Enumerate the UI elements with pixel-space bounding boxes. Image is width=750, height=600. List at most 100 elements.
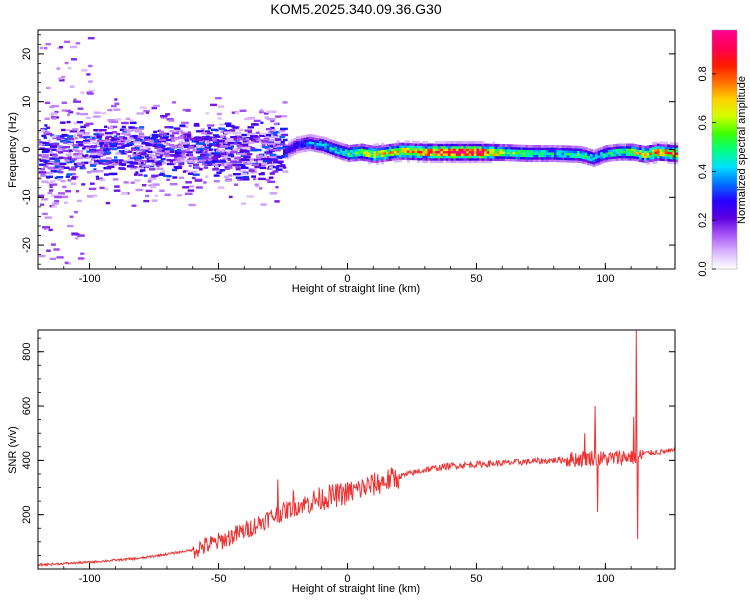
spectrogram-ridge-cell: [332, 140, 336, 143]
spectrogram-ridge-cell: [453, 145, 457, 149]
spectrogram-noise-cell: [102, 149, 108, 152]
spectrogram-noise-cell: [176, 157, 185, 160]
spectrogram-ridge-cell: [411, 157, 416, 161]
colorbar-segment: [712, 185, 737, 188]
spectrogram-ridge-cell: [365, 151, 369, 155]
spectrogram-ridge-cell: [393, 145, 398, 149]
colorbar-segment: [712, 229, 737, 232]
spectrogram-ridge-cell: [561, 154, 565, 158]
spectrogram-noise-cell: [119, 128, 127, 131]
spectrogram-ridge-cell: [543, 154, 547, 158]
spectrogram-ridge-cell: [427, 150, 431, 154]
spectrogram-noise-cell: [45, 43, 51, 46]
spectrogram-ridge-cell: [512, 144, 516, 148]
spectrogram-ridge-cell: [626, 148, 630, 152]
spectrogram-noise-cell: [182, 153, 187, 157]
spectrogram-ridge-cell: [486, 160, 490, 164]
colorbar-segment: [712, 147, 737, 151]
colorbar-segment: [712, 157, 737, 161]
spectrogram-ridge-cell: [339, 152, 343, 155]
spectrogram-noise-cell: [72, 148, 78, 151]
spectrogram-ridge-cell: [646, 159, 650, 163]
spectrogram-ridge-cell: [406, 142, 410, 146]
spectrogram-noise-cell: [93, 168, 97, 171]
spectrogram-ridge-cell: [344, 149, 349, 152]
colorbar-tick-label: 0.8: [697, 66, 709, 81]
spectrogram-ridge-cell: [595, 160, 599, 164]
x-tick-label: 50: [470, 573, 482, 585]
spectrogram-ridge-cell: [662, 143, 666, 147]
spectrogram-noise-cell: [131, 129, 138, 132]
spectrogram-ridge-cell: [350, 149, 354, 153]
spectrogram-noise-cell: [193, 166, 200, 169]
spectrogram-ridge-cell: [610, 151, 614, 155]
spectrogram-noise-cell: [212, 139, 218, 142]
spectrogram-ridge-cell: [543, 147, 547, 151]
spectrogram-ridge-cell: [458, 143, 462, 147]
spectrogram-ridge-cell: [502, 148, 506, 152]
spectrogram-noise-cell: [67, 224, 74, 228]
spectrogram-noise-cell: [187, 172, 194, 175]
spectrogram-noise-cell: [165, 150, 170, 153]
spectrogram-noise-cell: [141, 164, 150, 167]
spectrogram-noise-cell: [229, 129, 235, 132]
spectrogram-ridge-cell: [424, 155, 428, 159]
spectrogram-ridge-cell: [502, 144, 506, 147]
spectrogram-noise-cell: [111, 104, 117, 108]
spectrogram-noise-cell: [268, 176, 274, 179]
spectrogram-ridge-cell: [370, 159, 374, 163]
spectrogram-noise-cell: [156, 164, 160, 168]
spectrogram-ridge-cell: [362, 153, 367, 157]
spectrogram-ridge-cell: [512, 146, 516, 150]
spectrogram-ridge-cell: [659, 153, 663, 157]
spectrogram-ridge-cell: [463, 150, 467, 154]
x-tick-label: 0: [344, 273, 350, 285]
spectrogram-ridge-cell: [489, 148, 493, 152]
spectrogram-ridge-cell: [664, 146, 668, 150]
spectrogram-ridge-cell: [427, 148, 431, 152]
spectrogram-noise-cell: [64, 261, 69, 264]
spectrogram-ridge-cell: [295, 148, 300, 152]
spectrogram-ridge-cell: [352, 146, 356, 150]
spectrogram-ridge-cell: [595, 156, 599, 159]
spectrogram-noise-cell: [262, 143, 266, 147]
spectrogram-ridge-cell: [319, 135, 323, 139]
spectrogram-noise-cell: [263, 155, 268, 158]
spectrogram-ridge-cell: [579, 160, 583, 164]
spectrogram-noise-cell: [126, 165, 135, 168]
spectrogram-noise-cell: [228, 195, 233, 199]
spectrogram-ridge-cell: [641, 159, 645, 163]
spectrogram-noise-cell: [99, 142, 104, 145]
spectrogram-ridge-cell: [504, 153, 508, 157]
spectrogram-ridge-cell: [448, 153, 452, 156]
spectrogram-ridge-cell: [577, 155, 581, 159]
spectrogram-noise-cell: [281, 155, 288, 158]
spectrogram-noise-cell: [253, 158, 261, 162]
spectrogram-ridge-cell: [672, 151, 676, 155]
spectrogram-ridge-cell: [509, 146, 514, 150]
spectrogram-noise-cell: [103, 142, 112, 146]
spectrogram-noise-cell: [40, 203, 45, 206]
spectrogram-ridge-cell: [306, 141, 310, 145]
spectrogram-noise-cell: [208, 136, 213, 139]
spectrogram-noise-cell: [42, 153, 49, 156]
spectrogram-noise-cell: [59, 156, 64, 159]
spectrogram-ridge-cell: [602, 153, 606, 156]
spectrogram-noise-cell: [263, 137, 270, 140]
spectrogram-noise-cell: [51, 143, 59, 146]
spectrogram-ridge-cell: [360, 150, 364, 154]
spectrogram-noise-cell: [75, 237, 79, 240]
spectrogram-ridge-cell: [675, 152, 679, 155]
spectrogram-ridge-cell: [641, 157, 645, 161]
spectrogram-noise-cell: [75, 149, 80, 153]
spectrogram-ridge-cell: [595, 158, 599, 162]
spectrogram-ridge-cell: [571, 145, 575, 149]
colorbar-segment: [712, 107, 737, 111]
spectrogram-ridge-cell: [350, 154, 354, 157]
spectrogram-noise-cell: [182, 186, 190, 189]
spectrogram-noise-cell: [176, 148, 182, 152]
spectrogram-ridge-cell: [419, 150, 423, 154]
spectrogram-ridge-cell: [553, 156, 557, 160]
spectrogram-noise-cell: [127, 155, 131, 158]
